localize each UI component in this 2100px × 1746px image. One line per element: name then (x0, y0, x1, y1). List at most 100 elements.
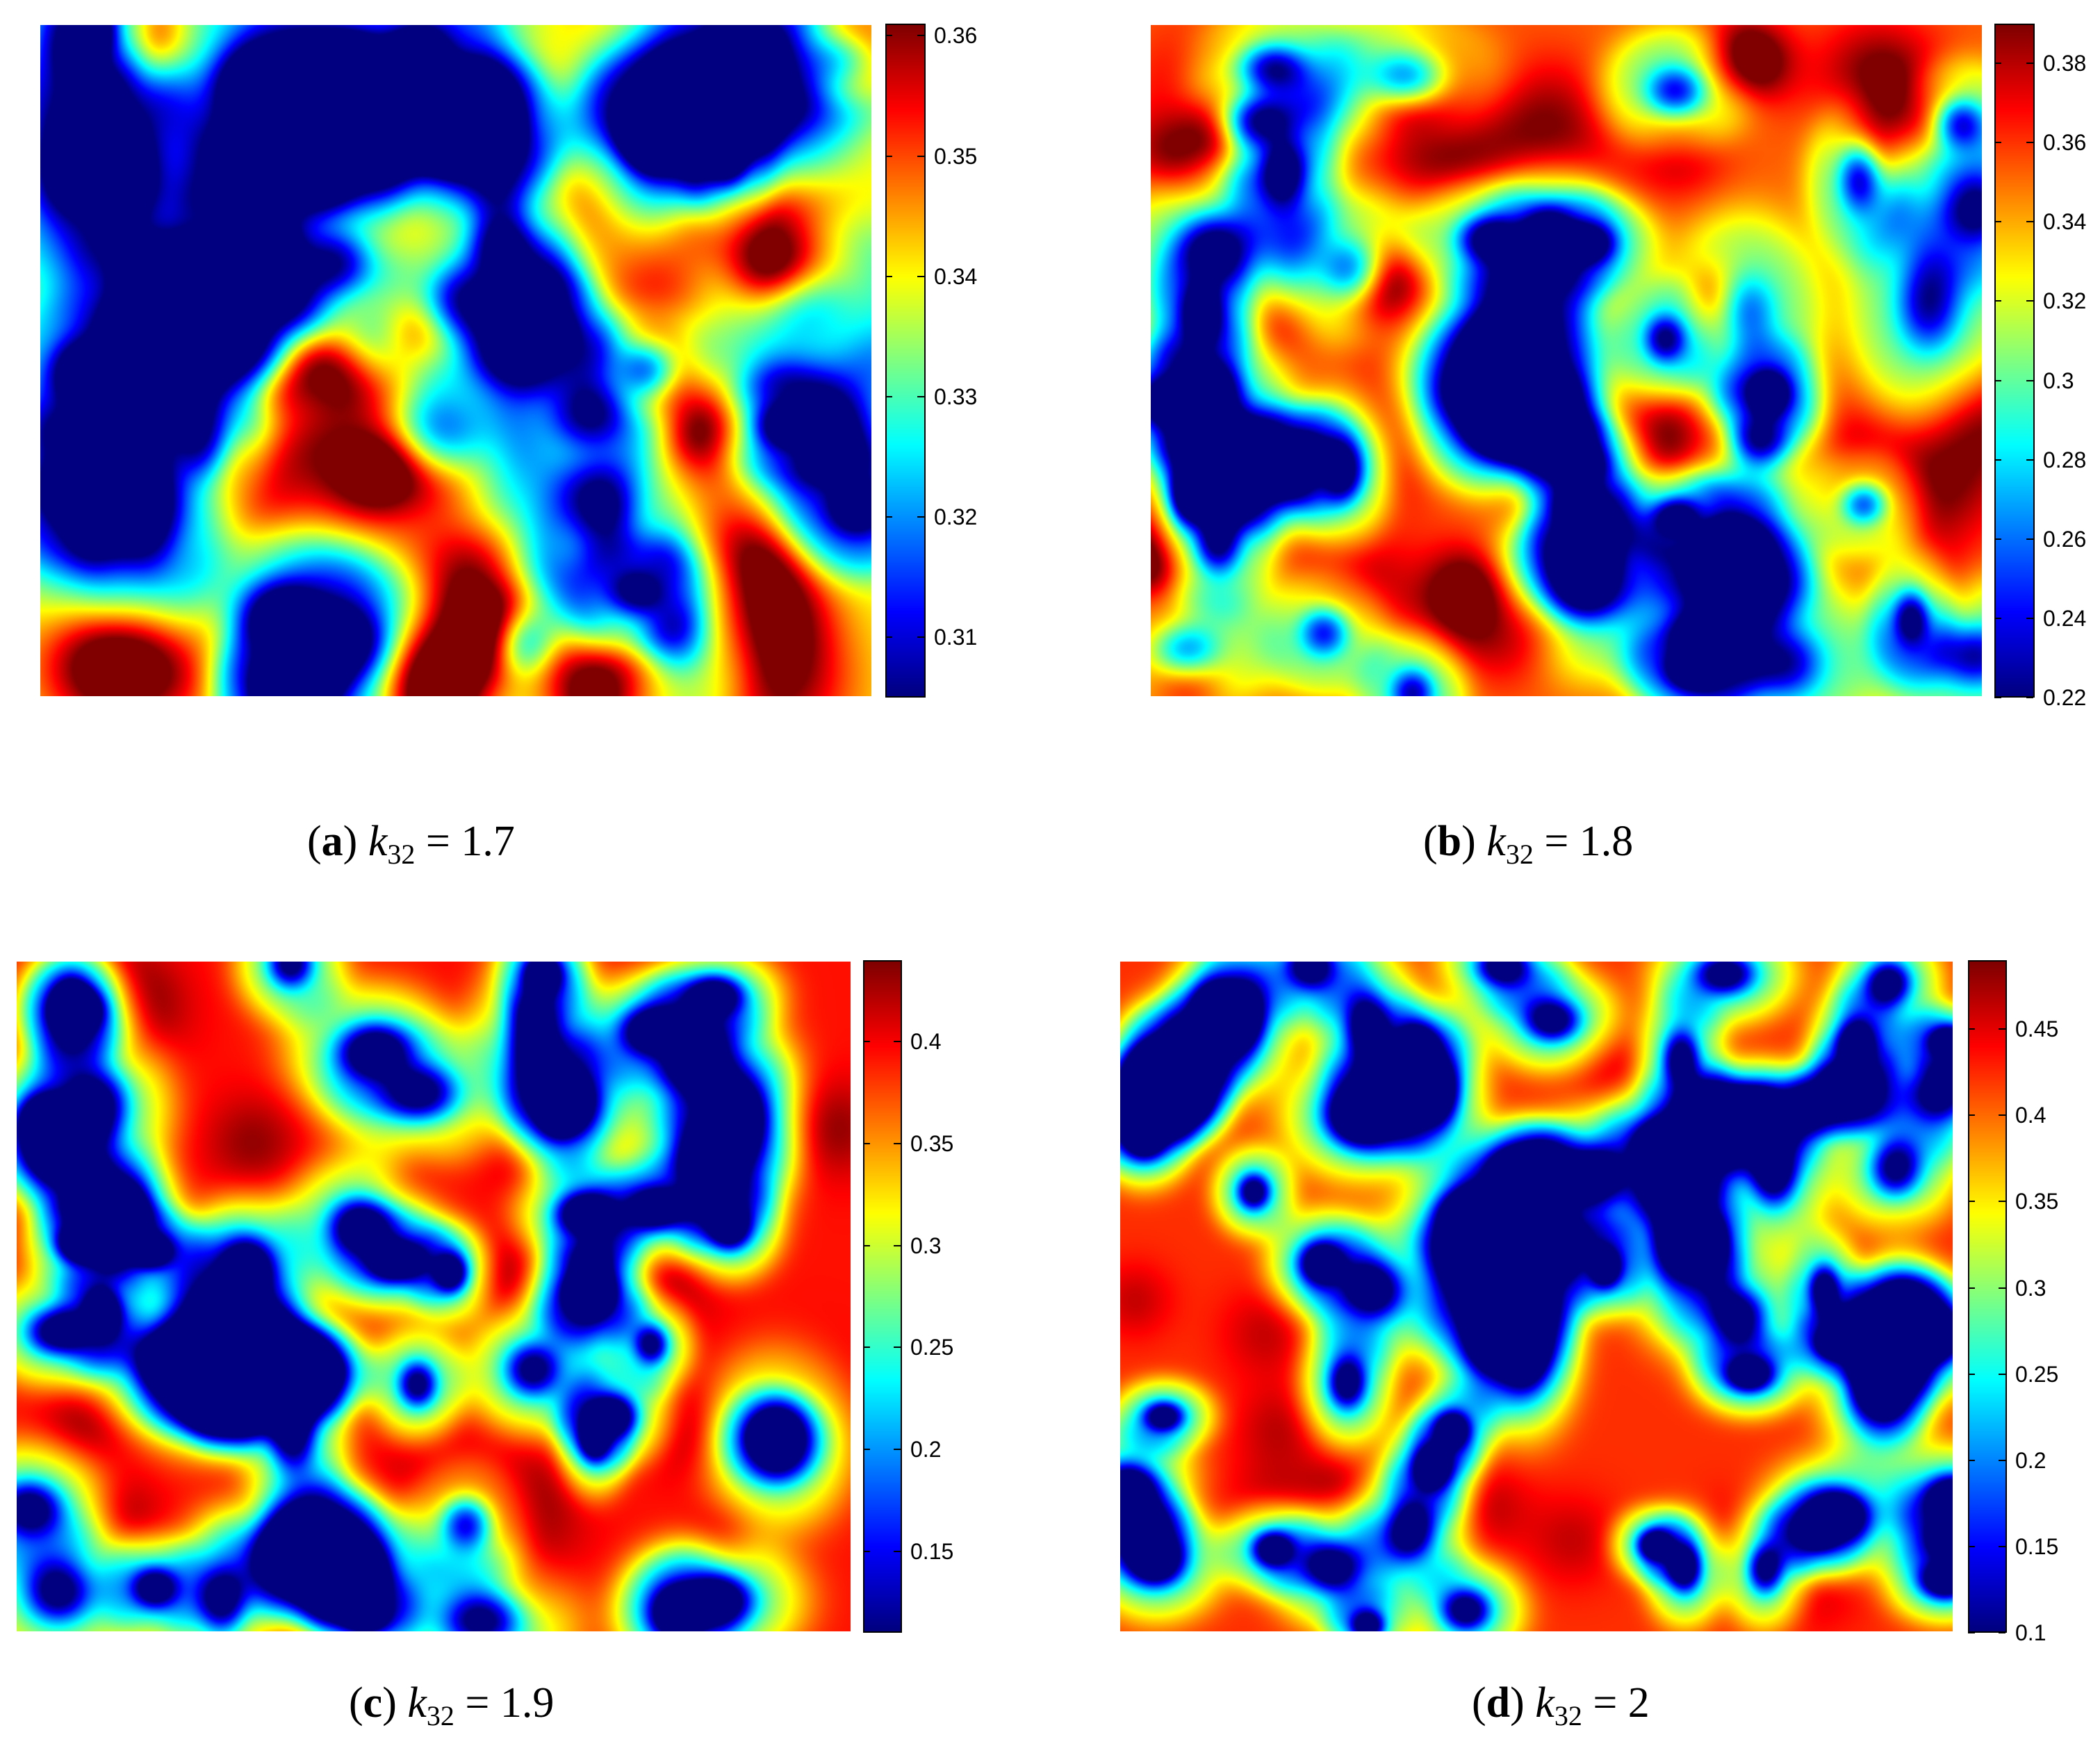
caption-equals: = (1593, 1679, 1618, 1727)
caption-equals: = (425, 818, 450, 865)
colorbar-tickmark (1994, 63, 2001, 65)
colorbar-tickmark (2026, 459, 2033, 461)
caption-a: (a) k32 = 1.7 (307, 818, 515, 870)
colorbar-tick-label: 0.26 (2043, 526, 2087, 552)
caption-value: 1.8 (1579, 818, 1634, 865)
caption-equals: = (465, 1679, 490, 1727)
colorbar-tickmark (1968, 1028, 1975, 1030)
colorbar-tickmark (885, 395, 892, 397)
caption-label: c (363, 1679, 383, 1727)
colorbar-tickmark (2026, 617, 2033, 619)
colorbar-tickmark (2026, 538, 2033, 540)
colorbar-tick-label: 0.1 (2015, 1620, 2046, 1645)
colorbar-tick-label: 0.34 (2043, 209, 2087, 235)
colorbar-tick-label: 0.3 (2043, 368, 2074, 393)
colorbar-d (1968, 960, 2007, 1633)
colorbar-tick-label: 0.15 (2015, 1533, 2059, 1559)
colorbar-tick-label: 0.38 (2043, 51, 2087, 76)
colorbar-tickmark (917, 516, 924, 518)
colorbar-tick-label: 0.15 (910, 1538, 954, 1564)
colorbar-tickmark (917, 35, 924, 37)
colorbar-tickmark (1999, 1632, 2005, 1633)
caption-equals: = (1544, 818, 1569, 865)
colorbar-tickmark (863, 1346, 870, 1349)
caption-subscript: 32 (426, 1700, 454, 1731)
colorbar-tickmark (2026, 142, 2033, 144)
colorbar-tickmark (1999, 1028, 2005, 1030)
heatmap-a (40, 25, 871, 696)
caption-variable: k (1486, 818, 1506, 865)
colorbar-tick-label: 0.24 (2043, 605, 2087, 631)
colorbar-tickmark (885, 275, 892, 277)
colorbar-tickmark (1968, 1373, 1975, 1375)
colorbar-tick-label: 0.45 (2015, 1016, 2059, 1042)
heatmap-d (1120, 962, 1953, 1631)
colorbar-tick-label: 0.35 (934, 143, 978, 169)
colorbar-tickmark (1994, 617, 2001, 619)
colorbar-tickmark (1999, 1114, 2005, 1117)
colorbar-tickmark (1999, 1373, 2005, 1375)
caption-label: d (1486, 1679, 1511, 1727)
colorbar-tickmark (885, 35, 892, 37)
heatmap-b (1151, 25, 1982, 696)
caption-value: 2 (1627, 1679, 1650, 1727)
colorbar-tickmark (917, 155, 924, 157)
colorbar-tickmark (894, 1143, 901, 1144)
caption-subscript: 32 (387, 839, 416, 870)
colorbar-tickmark (1994, 221, 2001, 223)
caption-subscript: 32 (1505, 839, 1534, 870)
caption-label: b (1437, 818, 1462, 865)
colorbar-tickmark (2026, 63, 2033, 65)
caption-subscript: 32 (1554, 1700, 1582, 1731)
colorbar-tickmark (2026, 379, 2033, 381)
colorbar-tickmark (2026, 697, 2033, 698)
colorbar-tickmark (894, 1346, 901, 1349)
colorbar-tickmark (917, 395, 924, 397)
colorbar-tickmark (1968, 1459, 1975, 1461)
colorbar-tick-label: 0.35 (910, 1131, 954, 1156)
caption-variable: k (368, 818, 388, 865)
colorbar-tick-label: 0.4 (2015, 1103, 2046, 1128)
colorbar-tickmark (863, 1449, 870, 1450)
caption-d: (d) k32 = 2 (1472, 1679, 1650, 1731)
colorbar-tick-label: 0.2 (2015, 1447, 2046, 1473)
colorbar-tickmark (885, 636, 892, 639)
colorbar-tickmark (863, 1143, 870, 1144)
colorbar-tickmark (885, 155, 892, 157)
colorbar-tickmark (894, 1244, 901, 1246)
colorbar-tick-label: 0.36 (934, 23, 978, 49)
colorbar-tickmark (1968, 1632, 1975, 1633)
colorbar-tick-label: 0.3 (2015, 1275, 2046, 1301)
colorbar-tickmark (917, 636, 924, 639)
colorbar-tickmark (885, 516, 892, 518)
colorbar-tickmark (1999, 1545, 2005, 1547)
colorbar-tickmark (1968, 1287, 1975, 1289)
colorbar-tickmark (863, 1550, 870, 1552)
colorbar-tickmark (894, 1449, 901, 1450)
colorbar-tickmark (894, 1041, 901, 1043)
colorbar-tickmark (917, 275, 924, 277)
colorbar-tickmark (1968, 1201, 1975, 1203)
colorbar-tickmark (1994, 379, 2001, 381)
colorbar-tick-label: 0.31 (934, 625, 978, 650)
colorbar-tick-label: 0.4 (910, 1029, 942, 1055)
colorbar-tickmark (1999, 1287, 2005, 1289)
colorbar-tick-label: 0.25 (910, 1335, 954, 1360)
caption-variable: k (407, 1679, 427, 1727)
colorbar-c (863, 960, 902, 1633)
colorbar-tickmark (894, 1550, 901, 1552)
colorbar-tickmark (1968, 1114, 1975, 1117)
colorbar-tick-label: 0.25 (2015, 1361, 2059, 1387)
caption-value: 1.9 (500, 1679, 555, 1727)
colorbar-tickmark (1994, 538, 2001, 540)
colorbar-tickmark (1999, 1201, 2005, 1203)
caption-b: (b) k32 = 1.8 (1423, 818, 1634, 870)
colorbar-b (1994, 24, 2035, 698)
caption-label: a (321, 818, 343, 865)
colorbar-tick-label: 0.22 (2043, 685, 2087, 710)
colorbar-tickmark (2026, 300, 2033, 302)
colorbar-tick-label: 0.28 (2043, 447, 2087, 472)
colorbar-tick-label: 0.35 (2015, 1189, 2059, 1214)
colorbar-tick-label: 0.2 (910, 1437, 942, 1462)
caption-variable: k (1535, 1679, 1555, 1727)
